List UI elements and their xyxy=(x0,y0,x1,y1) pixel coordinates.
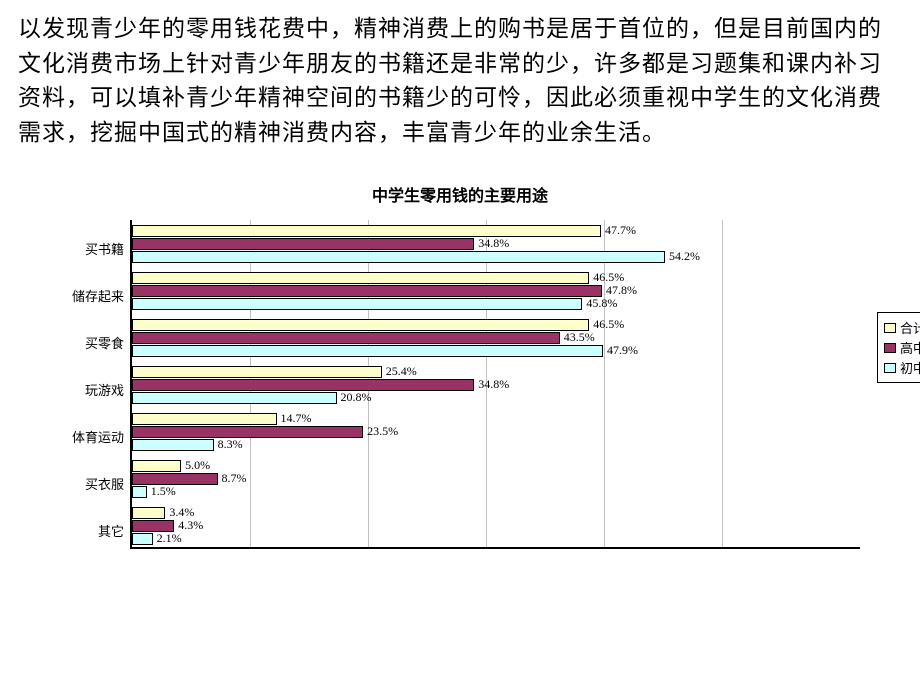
bar-row: 4.3% xyxy=(132,519,860,532)
bar-value-label: 8.7% xyxy=(222,471,247,486)
bar-row: 2.1% xyxy=(132,532,860,545)
bar-row: 8.7% xyxy=(132,472,860,485)
bar-row: 46.5% xyxy=(132,318,860,331)
bar-value-label: 14.7% xyxy=(281,411,312,426)
category-label: 买书籍 xyxy=(60,226,130,273)
category-label: 玩游戏 xyxy=(60,367,130,414)
bar-row: 46.5% xyxy=(132,271,860,284)
bar xyxy=(132,413,277,425)
bar-row: 8.3% xyxy=(132,438,860,451)
bar-value-label: 47.7% xyxy=(605,223,636,238)
bar-value-label: 8.3% xyxy=(218,437,243,452)
bar-value-label: 4.3% xyxy=(178,518,203,533)
bar xyxy=(132,460,181,472)
bar xyxy=(132,473,218,485)
bar xyxy=(132,272,589,284)
bar-value-label: 2.1% xyxy=(157,531,182,546)
bar xyxy=(132,319,589,331)
bar-row: 14.7% xyxy=(132,412,860,425)
bar-value-label: 23.5% xyxy=(367,424,398,439)
plot-area: 47.7%34.8%54.2%46.5%47.8%45.8%46.5%43.5%… xyxy=(130,220,860,549)
bar xyxy=(132,345,603,357)
chart-title: 中学生零用钱的主要用途 xyxy=(60,182,860,206)
bar xyxy=(132,392,337,404)
legend-label: 合计 xyxy=(900,318,920,337)
intro-paragraph: 以发现青少年的零用钱花费中，精神消费上的购书是居于首位的，但是目前国内的文化消费… xyxy=(18,12,902,150)
bar-value-label: 20.8% xyxy=(341,390,372,405)
bar xyxy=(132,426,363,438)
bar-row: 45.8% xyxy=(132,297,860,310)
category-label: 体育运动 xyxy=(60,414,130,461)
category-label: 买衣服 xyxy=(60,461,130,508)
bar xyxy=(132,486,147,498)
category-label: 其它 xyxy=(60,508,130,555)
bar-value-label: 45.8% xyxy=(586,296,617,311)
y-axis-labels: 买书籍储存起来买零食玩游戏体育运动买衣服其它 xyxy=(60,220,130,555)
bar-value-label: 54.2% xyxy=(669,249,700,264)
bar xyxy=(132,439,214,451)
bar-value-label: 47.9% xyxy=(607,343,638,358)
chart-body: 买书籍储存起来买零食玩游戏体育运动买衣服其它 47.7% 34.8% 54.2% 46… xyxy=(60,220,860,555)
bar-row: 34.8% xyxy=(132,237,860,250)
bar xyxy=(132,507,165,519)
bar-row: 43.5% xyxy=(132,331,860,344)
bar xyxy=(132,238,474,250)
legend: 合计高中生初中生 xyxy=(877,312,920,383)
chart-region: 中学生零用钱的主要用途 买书籍储存起来买零食玩游戏体育运动买衣服其它 47.7%… xyxy=(60,182,860,555)
bar-row: 47.9% xyxy=(132,344,860,357)
bar xyxy=(132,533,153,545)
legend-label: 初中生 xyxy=(900,358,920,377)
bar-row: 20.8% xyxy=(132,391,860,404)
bar-value-label: 1.5% xyxy=(151,484,176,499)
bar xyxy=(132,332,560,344)
legend-item: 高中生 xyxy=(884,338,920,357)
category-label: 买零食 xyxy=(60,320,130,367)
legend-swatch xyxy=(884,343,896,353)
bar-row: 3.4% xyxy=(132,506,860,519)
bar xyxy=(132,285,602,297)
bar-row: 47.8% xyxy=(132,284,860,297)
bar-row: 34.8% xyxy=(132,378,860,391)
legend-swatch xyxy=(884,323,896,333)
bar-value-label: 43.5% xyxy=(564,330,595,345)
bar xyxy=(132,366,382,378)
bar xyxy=(132,520,174,532)
bar-value-label: 5.0% xyxy=(185,458,210,473)
legend-item: 初中生 xyxy=(884,358,920,377)
bar-value-label: 25.4% xyxy=(386,364,417,379)
legend-swatch xyxy=(884,363,896,373)
bar-value-label: 34.8% xyxy=(478,236,509,251)
bar-value-label: 34.8% xyxy=(478,377,509,392)
legend-label: 高中生 xyxy=(900,338,920,357)
legend-item: 合计 xyxy=(884,318,920,337)
bar xyxy=(132,225,601,237)
bar xyxy=(132,379,474,391)
bar-row: 1.5% xyxy=(132,485,860,498)
bar-row: 54.2% xyxy=(132,250,860,263)
category-label: 储存起来 xyxy=(60,273,130,320)
bar xyxy=(132,298,582,310)
bar xyxy=(132,251,665,263)
bar-value-label: 46.5% xyxy=(593,317,624,332)
